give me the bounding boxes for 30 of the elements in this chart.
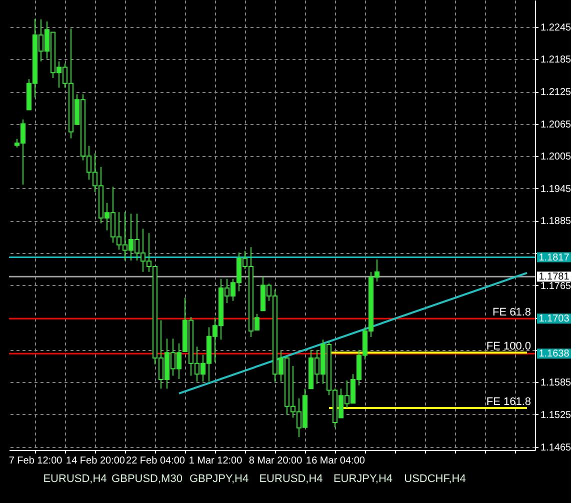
- x-tick-label: 14 Feb 20:00: [66, 456, 126, 466]
- ref-line-label: 1.1703: [538, 314, 570, 325]
- y-tick-label: 1.2005: [540, 152, 572, 163]
- text: GBPJPY,H4: [189, 473, 249, 485]
- x-tick-label: 16 Mar 04:00: [306, 456, 366, 466]
- y-tick-label: 1.1585: [540, 378, 572, 389]
- text: USDCHF,H4: [404, 473, 466, 485]
- y-tick-label: 1.2245: [540, 22, 572, 34]
- ref-line-label: 1.1817: [538, 252, 570, 264]
- y-tick-label: 1.2065: [540, 119, 572, 130]
- x-tick-label: 22 Feb 04:00: [126, 456, 186, 466]
- y-tick-label: 1.1525: [540, 410, 572, 421]
- y-tick-label: 1.2125: [540, 87, 572, 98]
- annotation: FE 161.8: [486, 396, 531, 408]
- text: EURUSD,H4: [259, 473, 323, 485]
- annotation: FE 100.0: [486, 340, 531, 353]
- y-tick-label: 1.1945: [540, 184, 572, 195]
- x-tick-label: 8 Mar 20:00: [248, 456, 303, 466]
- annotation: FE 61.8: [492, 306, 531, 319]
- y-tick-label: 1.1465: [540, 442, 572, 454]
- text: EURUSD,H4: [43, 473, 107, 485]
- text: EURJPY,H4: [333, 473, 393, 485]
- x-tick-label: 1 Mar 12:00: [188, 456, 243, 466]
- ref-line-label: 1.1638: [538, 348, 570, 360]
- ref-line-label: 1.1781: [538, 272, 570, 283]
- x-tick-label: 7 Feb 12:00: [8, 456, 63, 466]
- y-tick-label: 1.2185: [540, 54, 572, 66]
- y-tick-label: 1.1885: [540, 216, 572, 228]
- text: GBPUSD,M30: [112, 473, 182, 485]
- y-tick-label: 1.1765: [540, 280, 572, 292]
